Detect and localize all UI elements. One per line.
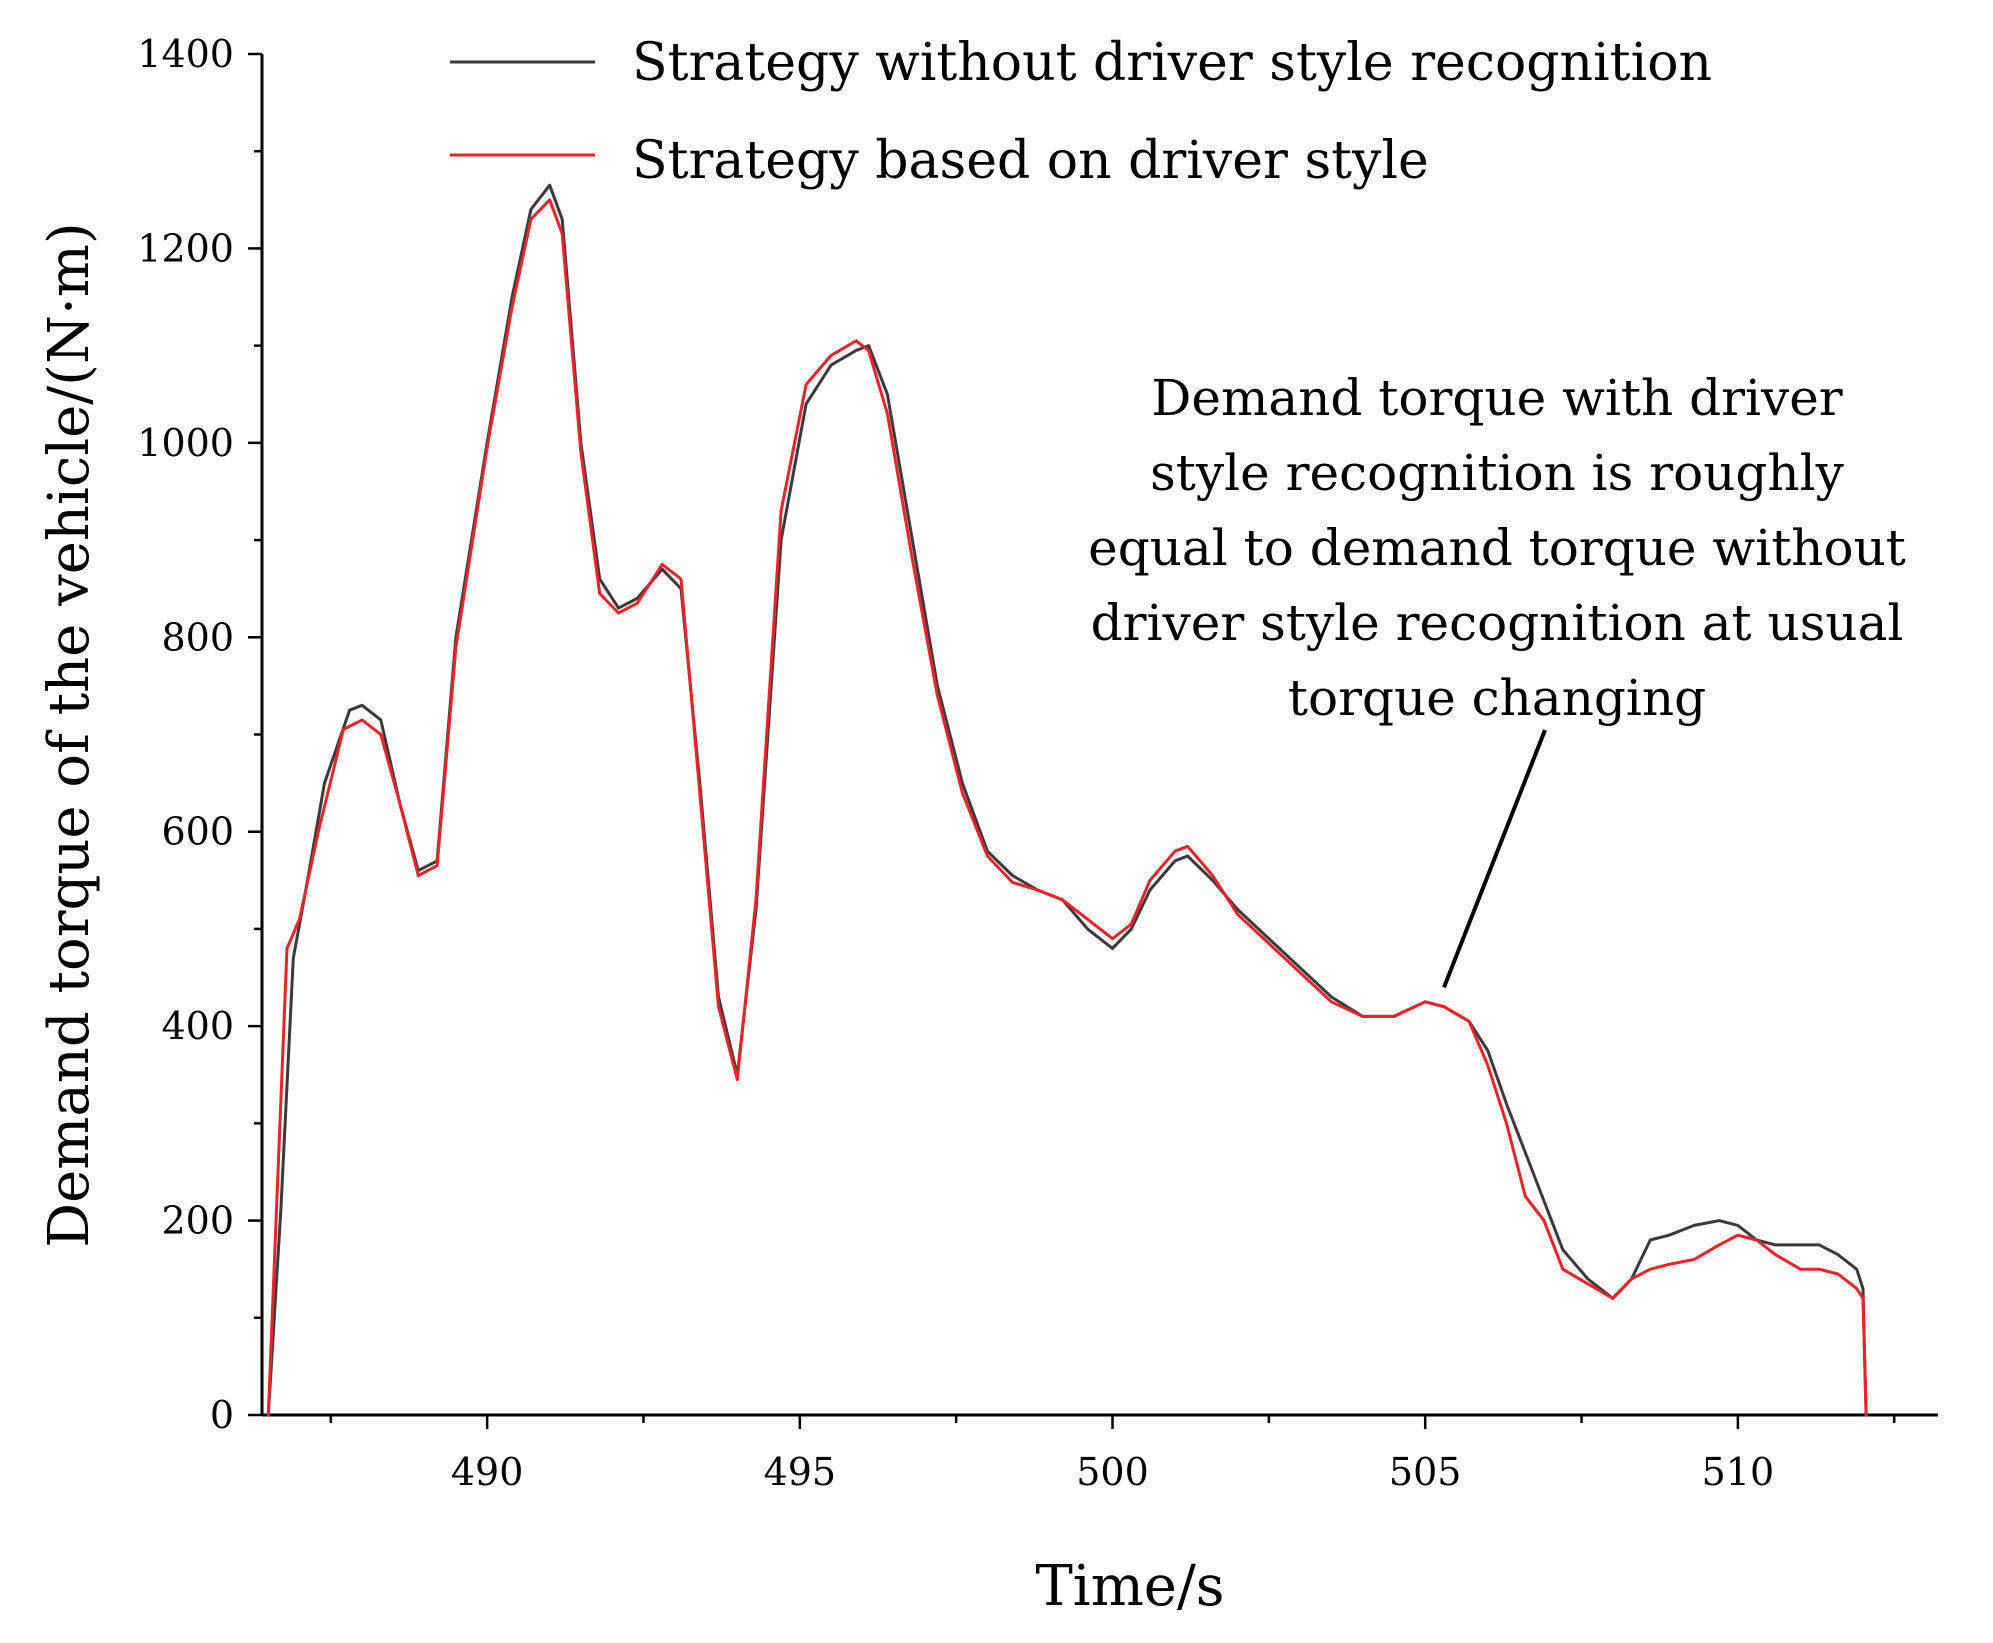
annotation-pointer-line: [1442, 729, 1547, 989]
axes-frame: [260, 54, 1938, 1417]
x-axis-title: Time/s: [1035, 1554, 1224, 1619]
annotation-line-1: Demand torque with driver: [1151, 369, 1843, 427]
y-tick-label: 1200: [137, 226, 234, 270]
x-tick-label: 495: [764, 1450, 837, 1494]
legend-label-driver-style: Strategy based on driver style: [632, 131, 1429, 191]
y-tick-label: 800: [161, 615, 234, 659]
y-tick-label: 400: [161, 1004, 234, 1048]
y-tick-label: 600: [161, 810, 234, 854]
annotation-line-4: driver style recognition at usual: [1091, 594, 1904, 652]
annotation-line-2: style recognition is roughly: [1150, 444, 1845, 502]
x-ticks: 490 495 500 505 510: [329, 1415, 1896, 1494]
annotation: Demand torque with driver style recognit…: [1088, 369, 1906, 989]
y-tick-label: 1400: [137, 32, 234, 76]
y-tick-label: 1000: [137, 421, 234, 465]
y-tick-label: 0: [210, 1393, 234, 1437]
y-tick-label: 200: [161, 1199, 234, 1243]
series-line-driver-style: [266, 198, 1868, 1417]
y-ticks: 0 200 400 600 800 1000 1200 1400: [137, 32, 262, 1437]
series-layer: [266, 183, 1868, 1417]
x-tick-label: 510: [1702, 1450, 1775, 1494]
legend-label-without-recognition: Strategy without driver style recognitio…: [632, 33, 1712, 93]
annotation-line-3: equal to demand torque without: [1088, 519, 1906, 577]
y-axis-title: Demand torque of the vehicle/(N·m): [37, 222, 102, 1247]
annotation-line-5: torque changing: [1288, 669, 1706, 727]
x-tick-label: 500: [1076, 1450, 1149, 1494]
x-tick-label: 505: [1389, 1450, 1462, 1494]
x-tick-label: 490: [451, 1450, 524, 1494]
legend: Strategy without driver style recognitio…: [450, 33, 1712, 191]
